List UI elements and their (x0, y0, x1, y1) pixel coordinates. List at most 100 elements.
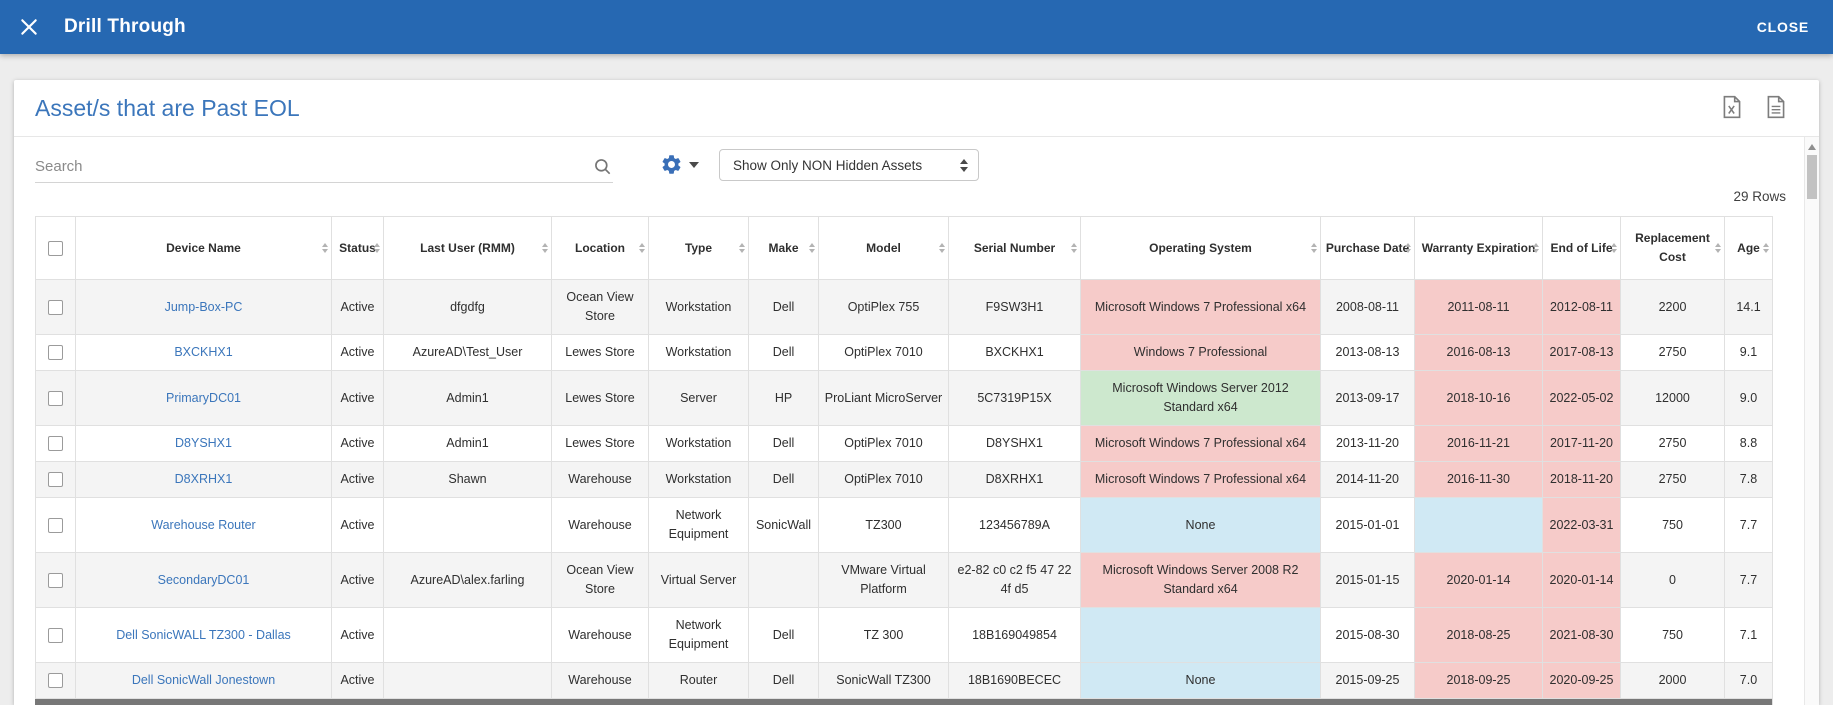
close-button[interactable]: CLOSE (1756, 19, 1809, 35)
cell-last-user: Admin1 (383, 425, 552, 462)
cell-checkbox (35, 425, 76, 462)
table-row: PrimaryDC01 Active Admin1 Lewes Store Server… (35, 370, 1773, 426)
row-checkbox[interactable] (48, 390, 63, 406)
vertical-scrollbar-thumb[interactable] (1807, 155, 1817, 199)
cell-location: Lewes Store (551, 425, 649, 462)
cell-eol: 2017-08-13 (1542, 334, 1621, 371)
rows-count: 29 Rows (1733, 189, 1786, 204)
device-name-link[interactable]: D8YSHX1 (175, 436, 232, 450)
cell-purchase-date: 2015-01-01 (1320, 497, 1415, 553)
cell-serial: BXCKHX1 (948, 334, 1081, 371)
row-checkbox[interactable] (48, 345, 63, 361)
device-name-link[interactable]: Dell SonicWall Jonestown (131, 673, 276, 687)
col-header-age[interactable]: Age (1724, 216, 1773, 280)
col-header-label: Location (575, 240, 625, 255)
row-checkbox[interactable] (48, 627, 63, 643)
cell-age: 7.7 (1724, 552, 1773, 608)
col-header-model[interactable]: Model (818, 216, 949, 280)
cell-warranty: 2016-11-30 (1414, 461, 1543, 498)
col-header-os[interactable]: Operating System (1080, 216, 1321, 280)
select-all-header[interactable] (35, 216, 76, 280)
device-name-link[interactable]: Dell SonicWALL TZ300 - Dallas (116, 627, 291, 642)
cell-type: Workstation (648, 334, 749, 371)
cell-warranty: 2018-08-25 (1414, 607, 1543, 663)
cell-device-name: BXCKHX1 (75, 334, 332, 371)
cell-device-name: Dell SonicWall Jonestown (75, 662, 332, 699)
row-checkbox[interactable] (48, 436, 63, 452)
cell-last-user (383, 607, 552, 663)
device-name-link[interactable]: D8XRHX1 (174, 472, 233, 486)
cell-type: Workstation (648, 425, 749, 462)
sort-icon (374, 243, 380, 253)
cell-serial: e2-82 c0 c2 f5 47 22 4f d5 (948, 552, 1081, 608)
document-export-icon[interactable] (1763, 94, 1789, 120)
cell-cost: 2750 (1620, 425, 1725, 462)
col-header-status[interactable]: Status (331, 216, 384, 280)
hidden-assets-filter-select[interactable]: Show Only NON Hidden Assets (719, 149, 979, 181)
col-header-last-user[interactable]: Last User (RMM) (383, 216, 552, 280)
select-all-checkbox[interactable] (48, 240, 63, 256)
cell-checkbox (35, 552, 76, 608)
col-header-cost[interactable]: Replacement Cost (1620, 216, 1725, 280)
cell-location: Ocean View Store (551, 279, 649, 335)
col-header-location[interactable]: Location (551, 216, 649, 280)
row-checkbox[interactable] (48, 572, 63, 588)
cell-serial: 18B1690BECEC (948, 662, 1081, 699)
excel-export-icon[interactable] (1719, 94, 1745, 120)
chevron-down-icon (689, 161, 699, 168)
vertical-scrollbar[interactable] (1804, 137, 1819, 705)
cell-eol: 2012-08-11 (1542, 279, 1621, 335)
sort-icon (1763, 243, 1769, 253)
table-row: D8XRHX1 Active Shawn Warehouse Workstation De… (35, 461, 1773, 498)
card-header: Asset/s that are Past EOL (14, 80, 1819, 137)
device-name-link[interactable]: Jump-Box-PC (164, 299, 243, 314)
sort-icon (739, 243, 745, 253)
cell-model: SonicWall TZ300 (818, 662, 949, 699)
cell-device-name: D8YSHX1 (75, 425, 332, 462)
device-name-link[interactable]: BXCKHX1 (174, 345, 233, 359)
device-name-link[interactable]: SecondaryDC01 (157, 572, 250, 587)
column-settings-button[interactable] (660, 153, 699, 176)
cell-age: 7.7 (1724, 497, 1773, 553)
cell-serial: D8XRHX1 (948, 461, 1081, 498)
scroll-up-icon[interactable] (1808, 144, 1816, 150)
sort-icon (322, 243, 328, 253)
cell-os: None (1080, 662, 1321, 699)
col-header-label: Type (684, 240, 713, 255)
cell-status: Active (331, 662, 384, 699)
row-checkbox[interactable] (48, 673, 63, 689)
col-header-label: Operating System (1149, 240, 1252, 255)
col-header-device-name[interactable]: Device Name (75, 216, 332, 280)
cell-os: None (1080, 497, 1321, 553)
sort-icon (542, 243, 548, 253)
cell-age: 7.8 (1724, 461, 1773, 498)
cell-last-user: Admin1 (383, 370, 552, 426)
search-input[interactable] (35, 158, 593, 175)
cell-status: Active (331, 461, 384, 498)
row-checkbox[interactable] (48, 472, 63, 488)
close-icon[interactable] (19, 17, 39, 37)
cell-os: Microsoft Windows Server 2008 R2 Standar… (1080, 552, 1321, 608)
cell-type: Virtual Server (648, 552, 749, 608)
cell-purchase-date: 2015-09-25 (1320, 662, 1415, 699)
row-checkbox[interactable] (48, 517, 63, 533)
cell-os: Microsoft Windows 7 Professional x64 (1080, 279, 1321, 335)
cell-last-user: Shawn (383, 461, 552, 498)
device-name-link[interactable]: Warehouse Router (151, 517, 256, 532)
row-checkbox[interactable] (48, 299, 63, 315)
cell-make: Dell (748, 607, 819, 663)
col-header-type[interactable]: Type (648, 216, 749, 280)
col-header-make[interactable]: Make (748, 216, 819, 280)
col-header-purchase-date[interactable]: Purchase Date (1320, 216, 1415, 280)
col-header-serial[interactable]: Serial Number (948, 216, 1081, 280)
dialog-title: Drill Through (64, 16, 186, 37)
cell-location: Warehouse (551, 497, 649, 553)
search-field (35, 151, 613, 183)
device-name-link[interactable]: PrimaryDC01 (165, 390, 241, 405)
sort-icon (1071, 243, 1077, 253)
cell-status: Active (331, 279, 384, 335)
cell-eol: 2018-11-20 (1542, 461, 1621, 498)
horizontal-scrollbar-thumb[interactable] (35, 699, 1772, 705)
col-header-warranty[interactable]: Warranty Expiration (1414, 216, 1543, 280)
col-header-eol[interactable]: End of Life (1542, 216, 1621, 280)
